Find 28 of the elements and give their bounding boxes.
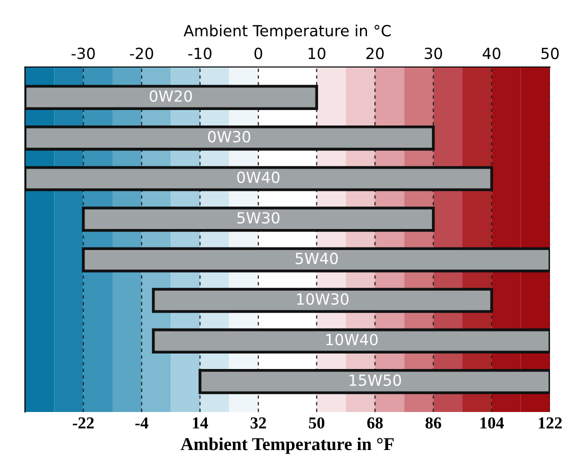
x-tick-label: -22 [72, 417, 94, 428]
x2-tick-label: 0 [254, 48, 262, 60]
x-tick-label: 32 [250, 417, 266, 429]
x-tick-label: 86 [426, 417, 442, 429]
x-tick-label: 50 [309, 417, 324, 429]
y-tick-label: 15W50 [350, 374, 401, 386]
x-tick-label: 68 [367, 417, 383, 429]
x2-tick-label: -30 [72, 48, 95, 60]
x2-axis-title: Ambient Temperature in °C [184, 24, 391, 40]
x-tick-label: 14 [193, 417, 208, 428]
y-tick-label: 10W40 [326, 334, 378, 346]
x-tick-label: 122 [538, 417, 562, 428]
x2-tick-label: 30 [424, 48, 442, 60]
y-tick-label: 0W30 [208, 130, 250, 142]
y-tick-label: 5W30 [237, 212, 280, 224]
y-tick-label: 10W30 [297, 293, 348, 305]
x2-tick-label: -20 [130, 48, 154, 60]
x-axis-title: Ambient Temperature in °F [180, 438, 394, 454]
y-tick-label: 0W20 [150, 90, 192, 102]
x2-tick-label: 40 [482, 48, 500, 60]
x-tick-label: 104 [480, 417, 504, 429]
x2-tick-label: 10 [308, 48, 326, 60]
x2-tick-label: 20 [366, 48, 384, 60]
y-tick-label: 5W40 [296, 252, 338, 264]
x-tick-label: -4 [135, 417, 148, 428]
y-tick-label: 0W40 [237, 171, 280, 184]
x2-tick-label: -10 [188, 48, 212, 60]
x2-tick-label: 50 [541, 48, 559, 60]
